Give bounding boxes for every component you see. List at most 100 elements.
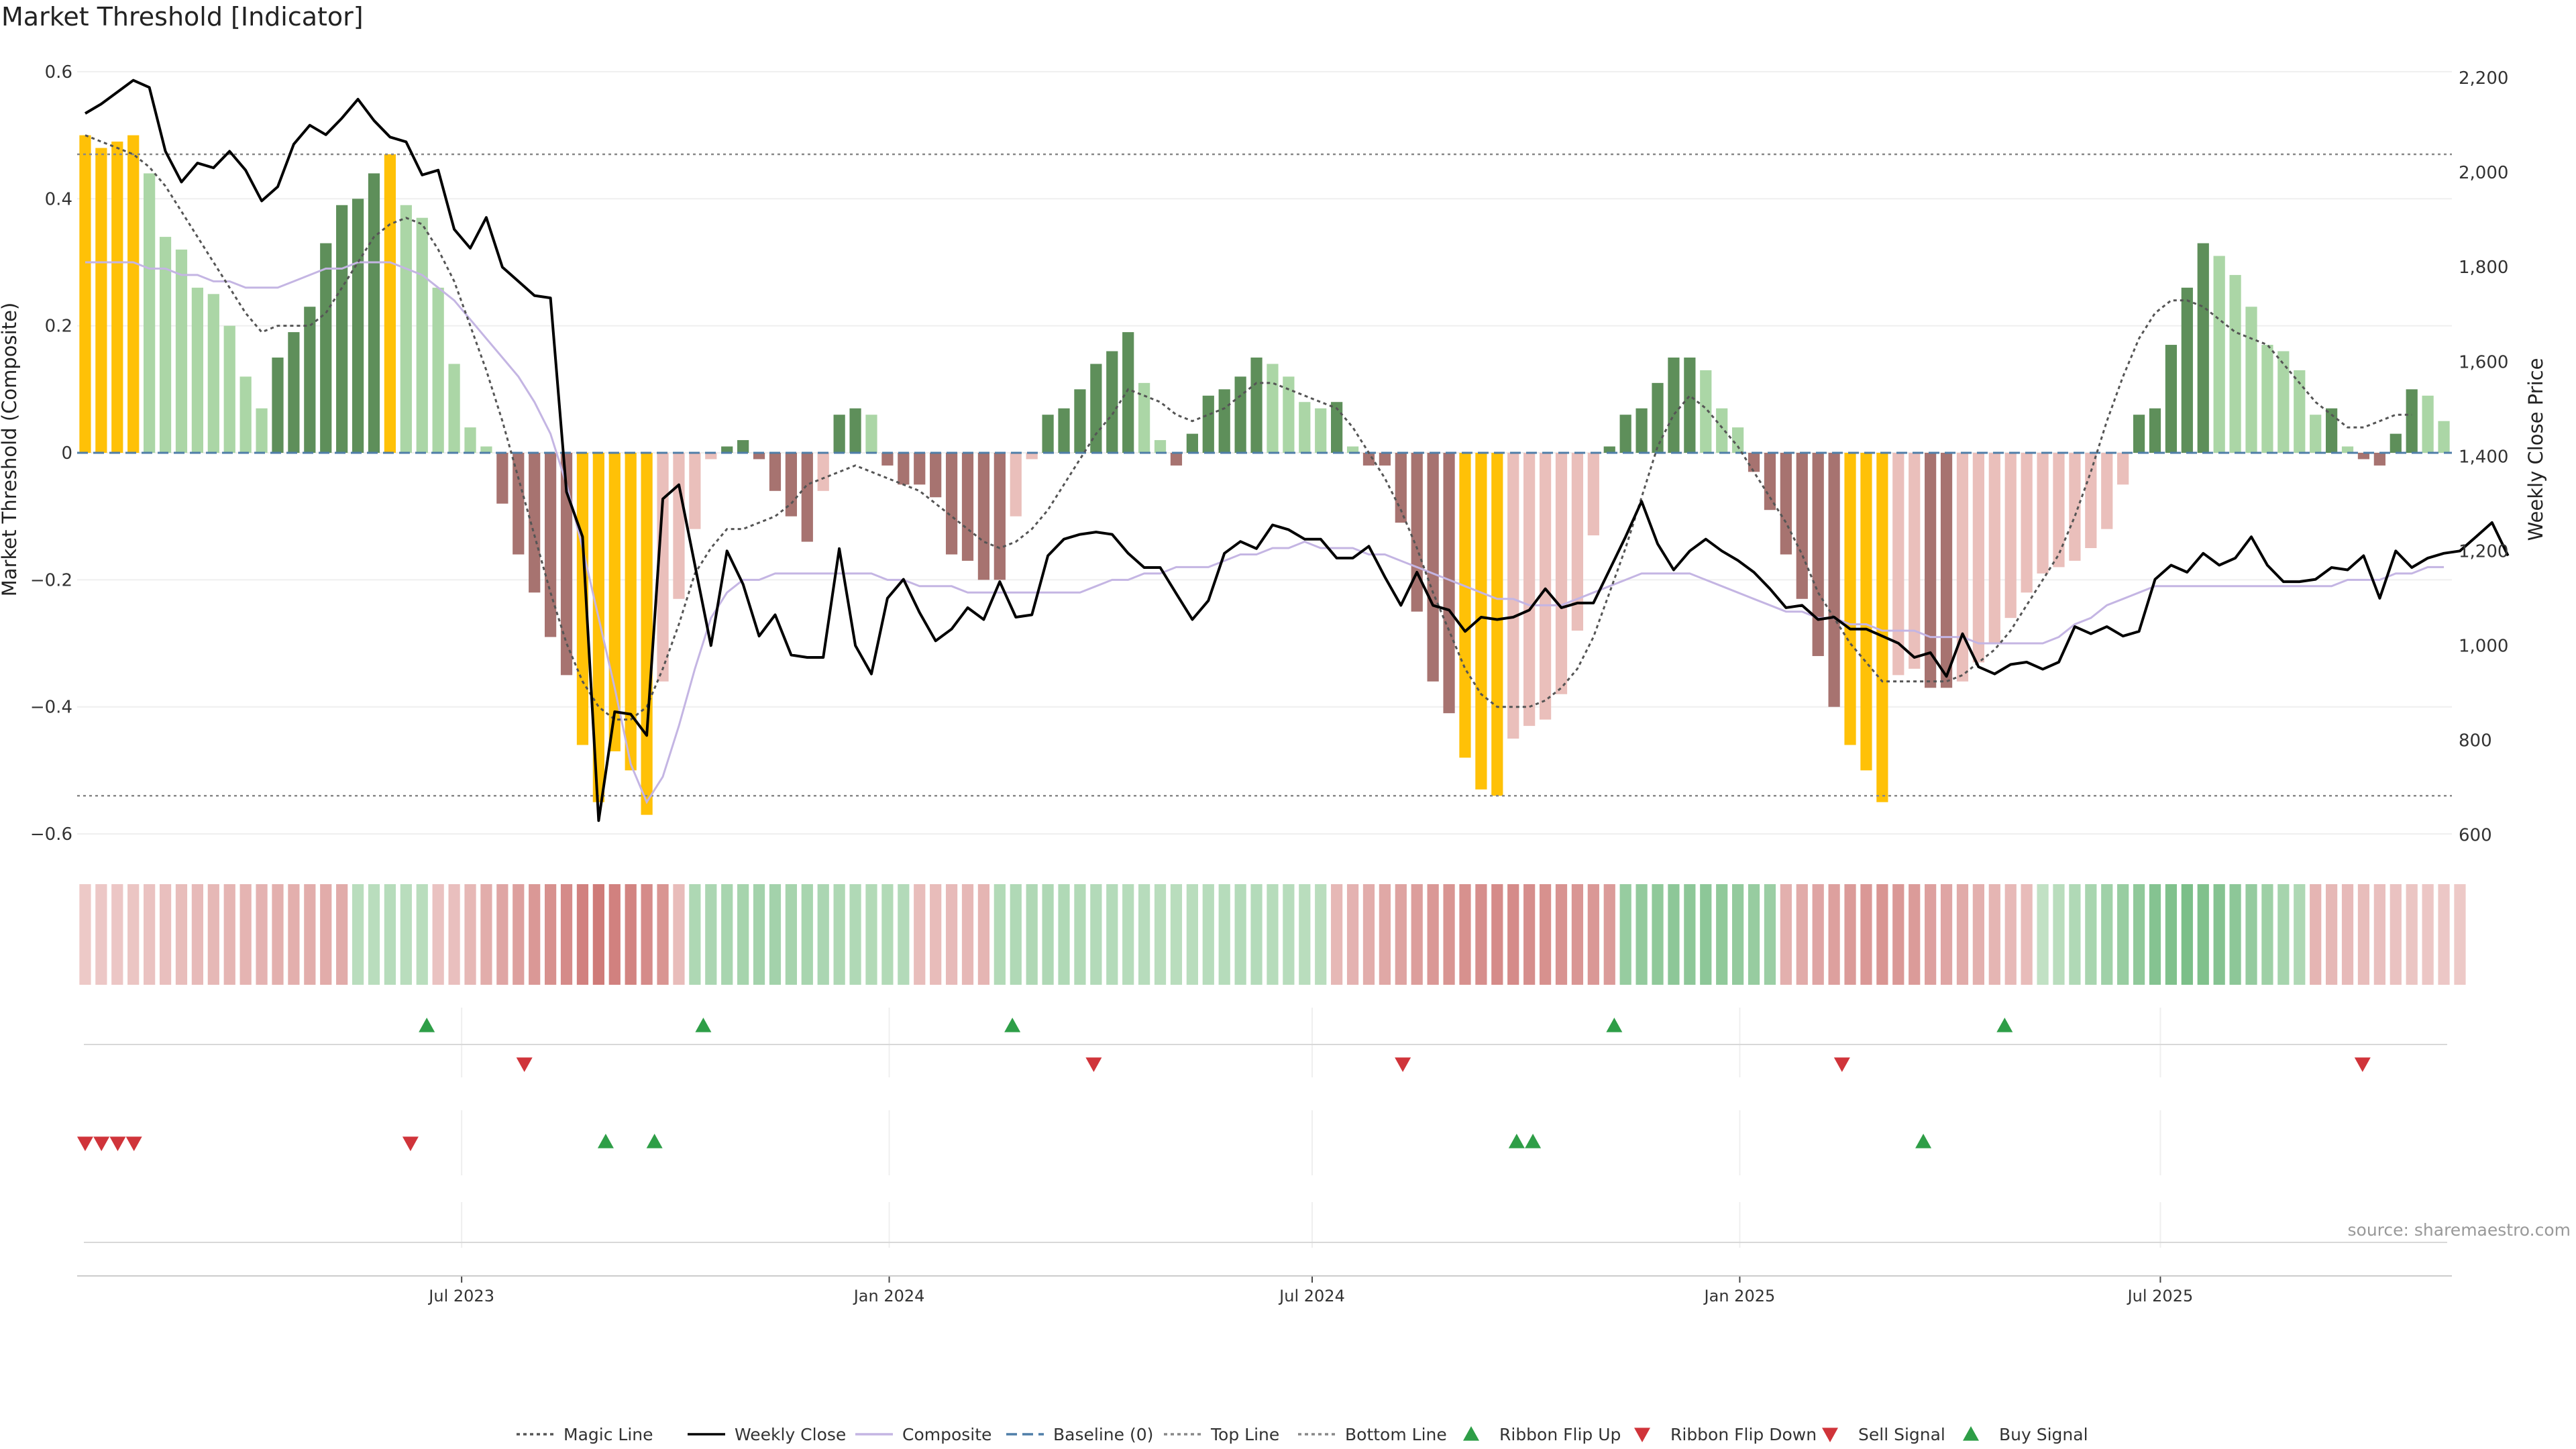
ribbon-cell (673, 884, 685, 985)
histogram-bar (833, 415, 845, 453)
histogram-bar (914, 453, 926, 485)
ribbon-cell (737, 884, 749, 985)
ribbon-cell (2069, 884, 2081, 985)
histogram-bar (2277, 351, 2290, 453)
legend-item: Baseline (0) (1006, 1425, 1153, 1444)
ribbon-cell (416, 884, 428, 985)
ribbon-cell (2213, 884, 2225, 985)
ribbon-cell (849, 884, 861, 985)
histogram-bar (95, 148, 107, 453)
ribbon-cell (513, 884, 525, 985)
ribbon-cell (1138, 884, 1150, 985)
sell-signal-marker (76, 1136, 93, 1151)
ribbon-flip-up-marker (419, 1018, 435, 1032)
series-lines (77, 78, 2510, 822)
legend-item: Composite (855, 1425, 991, 1444)
ribbon-cell (576, 884, 589, 985)
histogram-bar (2133, 415, 2145, 453)
ribbon-cell (1283, 884, 1295, 985)
ribbon-cell (961, 884, 974, 985)
ribbon-cell (1379, 884, 1391, 985)
ribbon-cell (544, 884, 557, 985)
ribbon-cell (111, 884, 123, 985)
histogram-bar (239, 376, 252, 453)
histogram-bar (1876, 453, 1888, 802)
histogram-bar (2053, 453, 2065, 568)
ribbon-cell (1668, 884, 1680, 985)
histogram-bar (1925, 453, 1937, 688)
ribbon-cell (689, 884, 701, 985)
histogram-bar (2406, 389, 2418, 453)
histogram-bar (769, 453, 782, 491)
histogram-bar (336, 205, 348, 453)
histogram-bar (2181, 287, 2193, 453)
histogram-bar (1860, 453, 1872, 771)
ribbon-cell (785, 884, 798, 985)
histogram-bar (2261, 345, 2273, 453)
weekly-close-line (84, 78, 2510, 822)
ribbon-cell (464, 884, 476, 985)
histogram-bar (1475, 453, 1487, 790)
ribbon-cell (625, 884, 637, 985)
histogram-bar (560, 453, 573, 676)
histogram-bar (529, 453, 541, 593)
histogram-bar (384, 154, 396, 453)
histogram-bar (1331, 402, 1343, 453)
ribbon-cell (1122, 884, 1134, 985)
ribbon-cell (1972, 884, 1985, 985)
legend-label: Bottom Line (1345, 1425, 1447, 1444)
histogram-bar (2037, 453, 2049, 574)
histogram-bar (320, 243, 332, 453)
ribbon-cell (448, 884, 460, 985)
ribbon-cell (945, 884, 958, 985)
histogram-bar (2373, 453, 2385, 466)
sell-signal-marker (109, 1136, 126, 1151)
histogram-bar (657, 453, 669, 682)
ribbon-cell (1764, 884, 1776, 985)
ribbon-cell (1058, 884, 1070, 985)
ribbon-cell (994, 884, 1006, 985)
ribbon-cell (2294, 884, 2306, 985)
histogram-bar (1234, 376, 1246, 453)
histogram-bar (2165, 345, 2178, 453)
histogram-bar (1122, 332, 1134, 453)
histogram-bar (513, 453, 525, 555)
y-left-tick-label: −0.6 (30, 824, 72, 845)
legend-item: Weekly Close (688, 1425, 846, 1444)
x-tick-label: Jan 2025 (1703, 1287, 1776, 1305)
ribbon-cell (817, 884, 829, 985)
histogram-bar (2325, 408, 2338, 453)
ribbon-cell (175, 884, 188, 985)
histogram-bar (1988, 453, 2000, 644)
legend-label: Ribbon Flip Up (1499, 1425, 1621, 1444)
composite-line (85, 261, 2444, 804)
histogram-bar (1571, 453, 1584, 631)
histogram-bar (1186, 433, 1198, 453)
ribbon-cell (2341, 884, 2354, 985)
histogram-bar (432, 287, 444, 453)
ribbon-cell (1186, 884, 1198, 985)
histogram-bar (1443, 453, 1455, 714)
ribbon-cell (865, 884, 877, 985)
ribbon-cell (2325, 884, 2338, 985)
histogram-bar (1427, 453, 1439, 682)
histogram-bar (272, 357, 284, 453)
ribbon-cell (1796, 884, 1808, 985)
histogram-bar (1731, 427, 1744, 453)
ribbon-cell (2390, 884, 2402, 985)
legend-label: Magic Line (564, 1425, 653, 1444)
ribbon-cell (1587, 884, 1599, 985)
histogram-bar (641, 453, 653, 815)
ribbon-cell (191, 884, 204, 985)
histogram-bar (352, 199, 364, 453)
ribbon-flip-up-marker (695, 1018, 712, 1032)
histogram-bar (304, 307, 316, 453)
ribbon-cell (384, 884, 396, 985)
histogram-bar (2213, 256, 2225, 453)
histogram-bar (1170, 453, 1183, 466)
histogram-bar (1379, 453, 1391, 466)
ribbon-cell (1716, 884, 1728, 985)
histogram-bar (1138, 382, 1150, 453)
histogram-bar (1652, 382, 1664, 453)
